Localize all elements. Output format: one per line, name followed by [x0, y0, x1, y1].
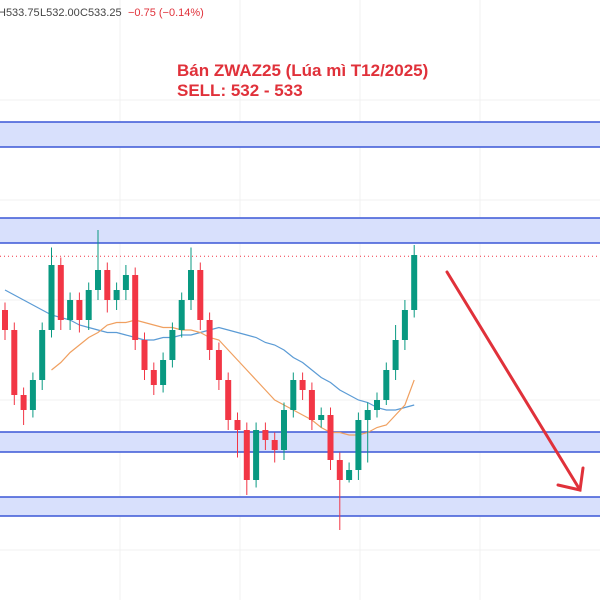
candle-body: [132, 275, 139, 340]
moving-average: [51, 319, 415, 436]
candle-body: [383, 370, 390, 400]
sell-arrow: [445, 270, 585, 492]
candle-body: [243, 430, 250, 480]
candle-body: [392, 340, 399, 370]
candle-body: [169, 330, 176, 360]
candle-body: [253, 430, 260, 480]
candle-body: [215, 350, 222, 380]
candle-body: [57, 265, 64, 320]
chart-title: Bán ZWAZ25 (Lúa mì T12/2025): [177, 61, 428, 80]
candle-body: [11, 330, 18, 395]
candle-body: [290, 380, 297, 410]
candle-body: [346, 470, 353, 480]
price-zone: [0, 218, 600, 243]
candle-body: [234, 420, 241, 430]
candle-body: [401, 310, 408, 340]
price-zone: [0, 122, 600, 147]
candle-body: [85, 290, 92, 320]
candle-body: [327, 415, 334, 460]
candle-body: [2, 310, 8, 330]
candle-body: [374, 400, 380, 410]
candle-body: [76, 300, 83, 320]
candle-body: [355, 420, 362, 470]
candle-body: [271, 440, 278, 450]
candle-body: [364, 410, 371, 420]
candle-body: [262, 430, 269, 440]
candle-body: [188, 270, 194, 300]
candle-body: [48, 265, 55, 330]
candle-body: [104, 270, 111, 300]
candle-body: [29, 380, 36, 410]
candle-body: [39, 330, 46, 380]
candle-body: [281, 410, 287, 450]
candle-body: [299, 380, 306, 390]
candle-body: [411, 255, 418, 310]
candle-body: [160, 360, 167, 385]
candle-body: [225, 380, 232, 420]
candle-body: [197, 270, 204, 320]
candle-body: [318, 415, 325, 420]
header-low: L532.00: [40, 7, 80, 19]
candle-body: [20, 395, 27, 410]
candle-body: [178, 300, 185, 330]
candle-body: [113, 290, 120, 300]
chart-subtitle: SELL: 532 - 533: [177, 81, 303, 100]
candle-body: [206, 320, 213, 350]
header-close: C533.25: [80, 7, 122, 19]
candle-body: [336, 460, 343, 480]
price-zone: [0, 432, 600, 452]
candle-body: [141, 340, 148, 370]
header-change: −0.75 (−0.14%): [128, 7, 204, 19]
candle-body: [308, 390, 315, 420]
candle-body: [122, 275, 129, 290]
header-high: H533.75: [0, 7, 40, 19]
candle-body: [95, 270, 101, 290]
price-zone: [0, 497, 600, 516]
candle-body: [67, 300, 74, 320]
candle-body: [150, 370, 157, 385]
